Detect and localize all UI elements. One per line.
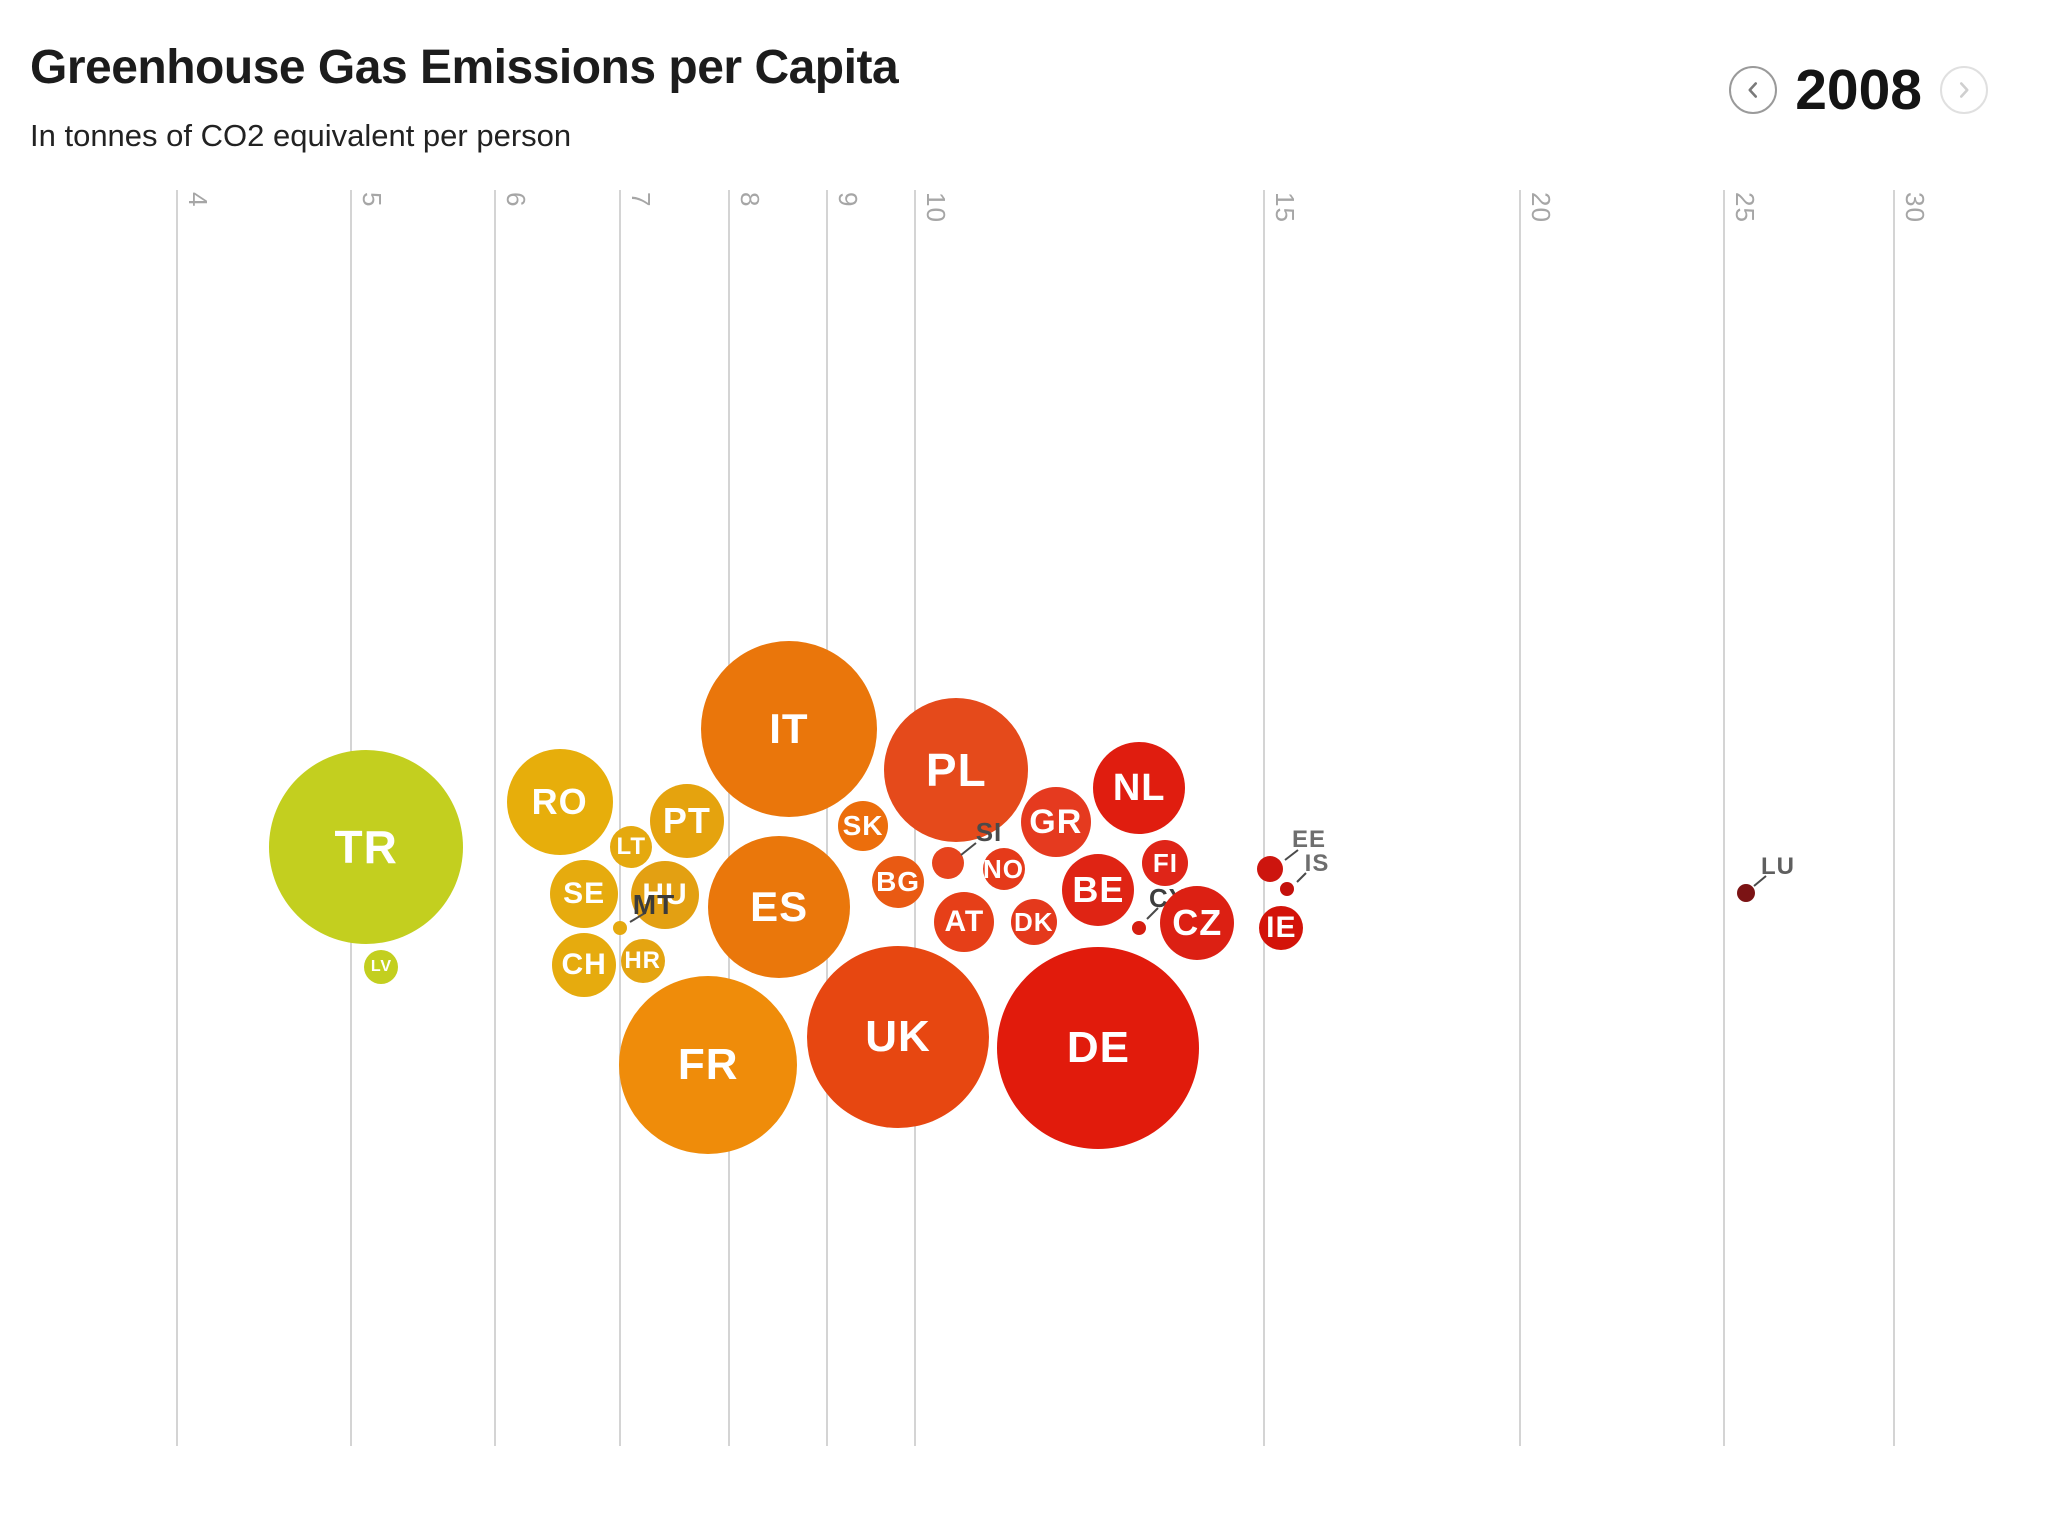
bubble-label-IE: IE [1266,911,1297,944]
bubble-label-HR: HR [624,947,661,974]
gridline-6 [494,190,497,1446]
current-year: 2008 [1795,58,1922,122]
bubble-GR[interactable]: GR [1020,787,1091,857]
bubble-label-NL: NL [1112,767,1166,809]
next-year-button[interactable] [1940,66,1988,114]
bubble-label-IT: IT [769,705,809,752]
bubble-AT[interactable]: AT [934,892,995,952]
bubble-LU[interactable] [1736,884,1755,902]
bubble-EE[interactable] [1256,856,1283,882]
bubble-label-UK: UK [865,1012,931,1061]
bubble-SI[interactable] [932,847,965,879]
tick-label-25: 25 [1729,192,1760,223]
bubble-label-HU: HU [642,878,688,911]
bubble-label-RO: RO [531,781,588,822]
gridline-30 [1892,190,1895,1446]
bubble-LT[interactable]: LT [610,826,653,868]
bubble-MT[interactable] [612,921,627,935]
bubble-RO[interactable]: RO [506,749,613,855]
gridline-20 [1519,190,1522,1446]
bubble-label-SE: SE [563,877,606,910]
bubble-FI[interactable]: FI [1142,840,1189,886]
page-title: Greenhouse Gas Emissions per Capita [30,41,899,94]
gridline-15 [1262,190,1265,1446]
bubble-label-TR: TR [334,821,398,873]
bubble-SE[interactable]: SE [550,860,619,928]
outside-label-IS: IS [1304,850,1330,877]
tick-label-9: 9 [832,192,863,208]
bubble-label-NO: NO [983,854,1024,884]
bubble-NL[interactable]: NL [1093,742,1186,834]
outside-label-LU: LU [1761,853,1795,880]
tick-label-5: 5 [356,192,387,208]
gridline-25 [1722,190,1725,1446]
bubble-label-BE: BE [1072,869,1125,910]
bubble-ES[interactable]: ES [708,836,851,978]
gridline-9 [825,190,828,1446]
bubble-LV[interactable]: LV [364,950,399,984]
bubble-NO[interactable]: NO [982,848,1025,890]
bubble-label-AT: AT [944,905,985,938]
tick-label-8: 8 [735,192,766,208]
chevron-right-icon [1951,77,1977,103]
bubble-IT[interactable]: IT [700,641,877,817]
bubble-label-LT: LT [616,833,647,860]
page-subtitle: In tonnes of CO2 equivalent per person [30,118,572,153]
tick-label-15: 15 [1269,192,1300,223]
bubble-HR[interactable]: HR [620,939,665,983]
bubble-DE[interactable]: DE [997,947,1200,1149]
bubble-label-PL: PL [925,744,987,796]
bubble-PT[interactable]: PT [649,784,724,858]
previous-year-button[interactable] [1729,66,1778,114]
tick-label-7: 7 [625,192,656,208]
bubble-label-FI: FI [1152,848,1178,878]
tick-label-30: 30 [1899,192,1930,223]
bubble-BE[interactable]: BE [1062,854,1135,926]
bubble-label-CZ: CZ [1172,902,1223,943]
bubble-BG[interactable]: BG [872,856,925,908]
bubble-SK[interactable]: SK [838,801,889,851]
year-navigator: 2008 [1729,58,1988,122]
bubble-label-BG: BG [876,866,921,897]
bubble-label-DE: DE [1066,1023,1130,1072]
bubble-IE[interactable]: IE [1259,906,1304,950]
bubble-CY[interactable] [1132,921,1147,935]
bubble-label-ES: ES [750,883,809,930]
bubble-DK[interactable]: DK [1010,899,1057,945]
tick-label-20: 20 [1526,192,1557,223]
bubble-CZ[interactable]: CZ [1160,886,1235,960]
outside-label-MT: MT [632,889,676,920]
bubble-label-FR: FR [677,1040,739,1089]
bubble-UK[interactable]: UK [807,946,990,1128]
bubble-label-CH: CH [561,948,607,981]
outside-label-EE: EE [1291,826,1327,853]
leader-line-SI [960,842,977,856]
bubble-FR[interactable]: FR [619,976,798,1154]
tick-label-10: 10 [921,192,952,223]
bubble-TR[interactable]: TR [269,750,464,944]
chevron-left-icon [1740,77,1766,103]
gridline-4 [176,190,178,1446]
bubble-label-LV: LV [370,958,393,975]
outside-label-SI: SI [975,817,1003,847]
bubble-label-DK: DK [1013,907,1054,937]
tick-label-4: 4 [183,192,213,208]
bubble-CH[interactable]: CH [552,933,617,997]
bubble-label-SK: SK [842,810,884,841]
tick-label-6: 6 [501,192,532,208]
bubble-label-PT: PT [662,800,711,841]
bubble-PL[interactable]: PL [884,698,1029,842]
gridline-8 [728,190,731,1446]
bubble-label-GR: GR [1029,803,1083,841]
gridline-7 [618,190,621,1446]
bubble-IS[interactable] [1280,882,1295,896]
